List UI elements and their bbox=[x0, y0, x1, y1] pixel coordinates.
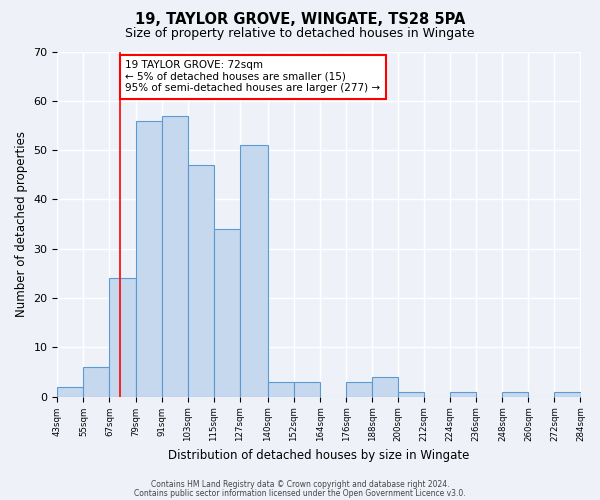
Bar bbox=[188, 165, 214, 396]
Bar bbox=[83, 367, 109, 396]
Bar bbox=[372, 377, 398, 396]
Text: Contains public sector information licensed under the Open Government Licence v3: Contains public sector information licen… bbox=[134, 488, 466, 498]
Text: 19, TAYLOR GROVE, WINGATE, TS28 5PA: 19, TAYLOR GROVE, WINGATE, TS28 5PA bbox=[135, 12, 465, 28]
Text: 19 TAYLOR GROVE: 72sqm
← 5% of detached houses are smaller (15)
95% of semi-deta: 19 TAYLOR GROVE: 72sqm ← 5% of detached … bbox=[125, 60, 380, 94]
Bar bbox=[109, 278, 136, 396]
Bar bbox=[502, 392, 529, 396]
Bar bbox=[161, 116, 188, 396]
Bar bbox=[214, 229, 240, 396]
Bar bbox=[450, 392, 476, 396]
X-axis label: Distribution of detached houses by size in Wingate: Distribution of detached houses by size … bbox=[168, 450, 470, 462]
Bar bbox=[554, 392, 581, 396]
Bar bbox=[268, 382, 294, 396]
Text: Contains HM Land Registry data © Crown copyright and database right 2024.: Contains HM Land Registry data © Crown c… bbox=[151, 480, 449, 489]
Bar bbox=[294, 382, 320, 396]
Bar bbox=[58, 386, 83, 396]
Bar bbox=[240, 145, 268, 397]
Bar bbox=[346, 382, 372, 396]
Text: Size of property relative to detached houses in Wingate: Size of property relative to detached ho… bbox=[125, 28, 475, 40]
Bar bbox=[136, 120, 161, 396]
Bar bbox=[398, 392, 424, 396]
Y-axis label: Number of detached properties: Number of detached properties bbox=[15, 131, 28, 317]
